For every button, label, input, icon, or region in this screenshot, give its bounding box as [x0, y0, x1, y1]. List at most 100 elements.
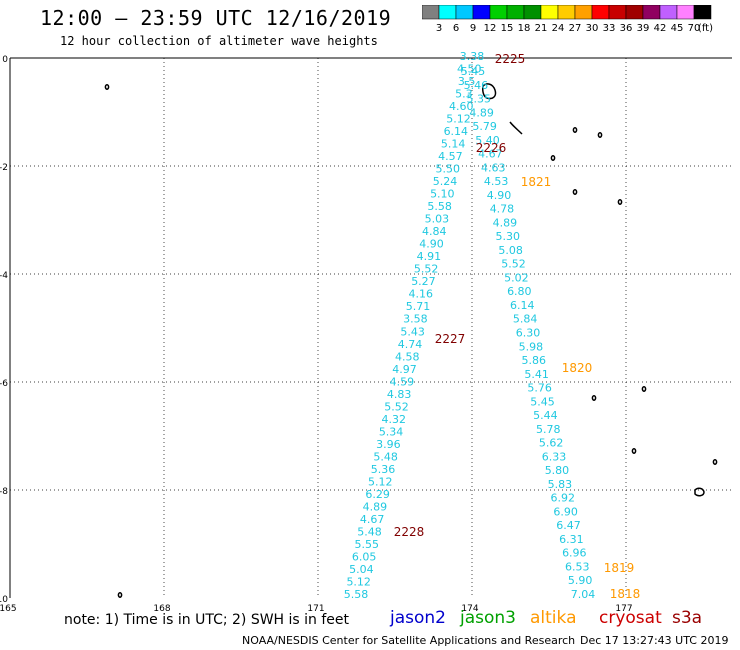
left-track-value: 5.48: [373, 450, 398, 463]
scale-tick-label: 6: [453, 23, 459, 34]
track-time-label: 2227: [435, 332, 466, 346]
track-time-label: 1820: [562, 361, 593, 375]
right-track-value: 4.90: [487, 189, 512, 202]
right-track-value: 5.98: [519, 340, 544, 353]
track-time-label: 2225: [495, 52, 526, 66]
right-track-value: 5.90: [568, 574, 593, 587]
left-track-value: 4.90: [419, 238, 444, 251]
left-track-value: 5.48: [357, 525, 382, 538]
track-time-label: 1821: [521, 175, 552, 189]
legend-jason3: jason3: [460, 608, 516, 628]
track-time-label: 1819: [604, 561, 635, 575]
scale-tick-label: 21: [535, 23, 548, 34]
left-track-value: 4.16: [408, 288, 433, 301]
right-track-value: 5.80: [545, 464, 570, 477]
scale-swatch: [693, 5, 712, 20]
scale-tick-label: 15: [501, 23, 514, 34]
left-track-value: 6.05: [352, 550, 377, 563]
right-track-value: 6.47: [556, 519, 581, 532]
left-track-value: 5.12: [446, 113, 471, 126]
left-track-value: 3.38: [460, 50, 485, 63]
left-track-value: 3.96: [376, 438, 401, 451]
right-track-value: 7.04: [571, 588, 596, 601]
left-track-value: 5.50: [435, 163, 460, 176]
longitude-label: 177: [615, 604, 632, 614]
latitude-label: -4: [0, 271, 8, 281]
right-track-value: 4.89: [493, 216, 518, 229]
left-track-value: 5.03: [425, 213, 450, 226]
right-track-value: 6.53: [565, 560, 590, 573]
right-track-value: 4.89: [469, 106, 494, 119]
left-track-value: 4.89: [363, 500, 388, 513]
left-track-value: 5.58: [427, 200, 452, 213]
right-track-value: 5.45: [530, 395, 555, 408]
left-track-value: 5.71: [406, 300, 431, 313]
left-track-value: 5.27: [411, 275, 436, 288]
left-track-value: 4.67: [360, 513, 385, 526]
left-track-value: 4.57: [438, 150, 463, 163]
left-track-value: 5.34: [379, 425, 404, 438]
left-track-value: 4.84: [422, 225, 447, 238]
left-track-value: 4.91: [417, 250, 442, 263]
legend-jason2: jason2: [390, 608, 446, 628]
right-track-value: 4.78: [490, 203, 515, 216]
left-track-value: 3.58: [403, 313, 428, 326]
right-track-value: 5.79: [472, 120, 497, 133]
right-track-value: 5.08: [498, 244, 523, 257]
footer-note: note: 1) Time is in UTC; 2) SWH is in fe…: [64, 612, 350, 628]
scale-tick-label: 18: [518, 23, 531, 34]
left-track-value: 5.12: [368, 475, 393, 488]
longitude-label: 168: [153, 604, 170, 614]
left-track-value: 3.5: [458, 75, 476, 88]
track-time-label: 2226: [476, 141, 507, 155]
left-track-value: 5.58: [344, 588, 369, 601]
longitude-label: 171: [307, 604, 324, 614]
right-track-value: 5.86: [522, 354, 547, 367]
left-track-value: 5.43: [400, 325, 425, 338]
right-track-value: 5.30: [495, 230, 520, 243]
left-track-value: 4.74: [398, 338, 423, 351]
left-track-value: 4.60: [449, 100, 474, 113]
scale-tick-label: 27: [569, 23, 582, 34]
latitude-label: -8: [0, 487, 8, 497]
right-track-value: 5.02: [504, 271, 529, 284]
left-track-value: 4.58: [395, 350, 420, 363]
island-outlines: [104, 83, 718, 598]
right-track-value: 6.90: [553, 505, 578, 518]
longitude-label: 174: [461, 604, 478, 614]
left-track-value: 4.32: [382, 413, 407, 426]
scale-tick-label: 9: [470, 23, 476, 34]
left-track-value: 5.52: [384, 400, 409, 413]
track-time-label: 1818: [610, 587, 641, 601]
credit-line: NOAA/NESDIS Center for Satellite Applica…: [242, 634, 576, 647]
left-track-value: 6.14: [444, 125, 469, 138]
right-track-value: 5.76: [527, 382, 552, 395]
track-time-label: 2228: [394, 525, 425, 539]
scale-tick-label: 3: [436, 23, 442, 34]
right-track-value: 5.45: [461, 65, 486, 78]
right-track-value: 5.52: [501, 258, 526, 271]
scale-tick-label: 45: [671, 23, 684, 34]
scale-tick-label: 42: [654, 23, 667, 34]
right-track-value: 5.84: [513, 313, 538, 326]
scale-tick-label: 33: [603, 23, 616, 34]
right-track-value: 6.33: [542, 450, 567, 463]
right-track-value: 6.96: [562, 547, 587, 560]
right-track-value: 5.40: [475, 134, 500, 147]
right-track-value: 5.46: [464, 79, 489, 92]
map-frame: [9, 57, 732, 598]
right-track-value: 5.62: [539, 437, 564, 450]
latitude-label: 0: [2, 55, 8, 65]
left-track-value: 4.50: [457, 63, 482, 76]
right-track-value: 5.83: [548, 478, 573, 491]
generated-timestamp: Dec 17 13:27:43 UTC 2019: [580, 634, 729, 647]
scale-tick-label: 30: [586, 23, 599, 34]
map-title: 12:00 – 23:59 UTC 12/16/2019: [40, 6, 392, 30]
left-track-value: 5.52: [414, 263, 439, 276]
right-track-value: 4.53: [484, 175, 509, 188]
scale-tick-label: 12: [484, 23, 497, 34]
right-track-value: 4.67: [478, 148, 503, 161]
scale-unit: (ft): [698, 23, 713, 34]
legend-altika: altika: [530, 608, 577, 628]
